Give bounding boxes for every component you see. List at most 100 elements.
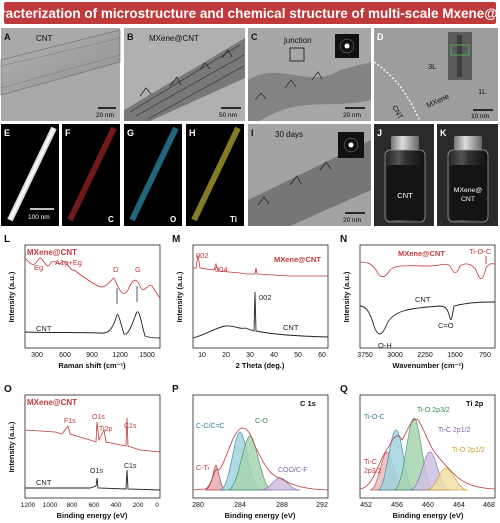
panel-d-interface-line [373,61,421,122]
panel-c-label: junction [283,36,312,45]
panel-o-xticks: 1200 1000 800 600 400 200 0 [21,502,159,509]
panel-o-xtick: 400 [111,502,122,509]
panel-f-eds-map-c: F C [62,124,120,226]
panel-i-tem-image: I 30 days 20 nm [248,124,371,226]
panel-d-hrtem-image: D 3L 1L CNT MXene 10 nm [373,28,498,122]
panel-i-scale: 20 nm [343,217,361,224]
panel-n-series-label-mxene: MXene@CNT [398,249,445,258]
panel-q-xtick: 460 [422,502,434,509]
panel-n-letter: N [340,234,347,245]
panel-c-roi-box [289,47,305,62]
panel-l-series-cnt [24,311,161,339]
panel-o-xtick: 1200 [21,502,36,509]
panel-l-xtick: 1200 [112,352,128,359]
panel-m-series-label-mxene: MXene@CNT [274,255,321,264]
panel-d-letter: D [377,32,384,42]
panel-o-series-cnt [25,469,161,491]
panel-m-xtick: 40 [270,352,278,359]
panel-q-component-tio-12 [425,467,469,491]
panel-o-peak-c1s-cnt: C1s [124,463,137,470]
panel-m-series-label-cnt: CNT [283,323,299,332]
panel-n-peak-oh: O-H [378,341,392,350]
panel-h-eds-map-ti: H Ti [186,124,244,226]
panel-l-letter: L [4,234,10,245]
panel-l-peak-eg: Eg [34,263,43,272]
panel-n-xtick: 2250 [417,352,433,359]
panel-q-xtick: 456 [391,502,403,509]
panel-m-axes [192,244,329,349]
panel-p-label-cti: C-Ti [196,465,209,472]
panel-l-xlabel: Raman shift (cm⁻¹) [58,361,126,370]
panel-a-tem-image: A CNT 20 nm [0,28,121,121]
panel-q-label-tic-32: 2p3/2 [364,468,382,475]
panel-p-component-co [227,435,273,491]
panel-k-vial-label-2: CNT [461,196,475,203]
panel-b-letter: B [127,32,134,42]
panel-j-vial-photo: J CNT [374,124,434,226]
panel-q-envelope [359,418,496,490]
panel-l-raman-chart: L MXene@CNT Eg A1g+Eg D G CNT Intensity … [4,234,161,370]
panel-m-xtick: 50 [294,352,302,359]
panel-i-label: 30 days [275,130,303,139]
panel-q-xlabel: Binding energy (eV) [393,511,464,520]
panel-p-label-coo: COO/C-F [278,467,308,474]
panel-i-letter: I [251,128,254,138]
panel-b-tem-image: B MXene@CNT 50 nm [124,28,245,121]
panel-p-xps-c1s-chart: P C 1s C-C/C=C C-O C-Ti COO/C-F 280 284 … [172,384,329,520]
panel-c-letter: C [251,32,258,42]
panel-o-peak-c1s: C1s [124,423,137,430]
panel-q-xtick: 464 [453,502,465,509]
panel-q-xticks: 452 456 460 464 468 [360,502,495,509]
panel-o-series-mxene [24,417,161,453]
panel-p-title: C 1s [300,399,316,408]
panel-f-element: C [108,215,114,224]
panel-m-xtick: 20 [222,352,230,359]
panel-m-peak-002-cnt: 002 [259,293,272,302]
panel-l-xtick: 900 [86,352,98,359]
panel-m-peak-004: 004 [215,265,228,274]
panel-o-xtick: 600 [89,502,100,509]
panel-o-peak-ti2p: Ti2p [99,426,112,433]
panel-l-series-mxene [24,257,161,299]
panel-q-title: Ti 2p [466,399,484,408]
panel-l-series-label-cnt: CNT [36,324,52,333]
panel-m-xrd-chart: M 002 004 MXene@CNT 002 CNT Intensity (a… [172,234,329,370]
panel-m-xticks: 10 20 30 40 50 60 [198,352,326,359]
panel-a-letter: A [4,32,11,42]
panel-n-series-mxene [359,261,496,280]
panel-k-vial-label-1: MXene@ [454,187,483,194]
panel-n-ylabel: Intensity (a.u.) [342,271,351,322]
panel-b-scale: 50 nm [219,112,237,119]
panel-p-label-co: C-O [255,418,268,425]
panel-m-series-cnt [192,291,329,339]
panel-l-peak-g: G [135,265,141,274]
panel-l-ylabel: Intensity (a.u.) [7,271,16,322]
panel-l-arrows [116,286,138,304]
panel-o-letter: O [4,384,12,395]
panel-o-ylabel: Intensity (a.u.) [7,421,16,472]
panel-e-scale: 100 nm [28,214,50,221]
figure-title: Characterization of microstructure and c… [0,5,500,21]
panel-l-peak-a1g: A1g+Eg [55,258,82,267]
panel-q-letter: Q [340,384,348,395]
panel-n-xtick: 3000 [387,352,403,359]
panel-m-ylabel: Intensity (a.u.) [175,271,184,322]
panel-p-axes [192,394,329,499]
panel-p-letter: P [172,384,179,395]
panel-k-vial-photo: K MXene@ CNT [437,124,498,226]
panel-n-xtick: 750 [479,352,491,359]
panel-o-series-label-mxene: MXene@CNT [27,398,77,407]
panel-n-series-cnt [359,301,496,335]
panel-p-xtick: 288 [276,502,288,509]
panel-m-xlabel: 2 Theta (deg.) [236,361,285,370]
panel-o-series-label-cnt: CNT [36,478,52,487]
panel-g-letter: G [127,128,134,138]
panel-d-label-3l: 3L [428,62,436,71]
panel-n-series-label-cnt: CNT [415,295,431,304]
panel-o-xtick: 1000 [43,502,58,509]
panel-n-axes [359,244,496,349]
panel-j-letter: J [377,128,382,138]
panel-o-xps-survey-chart: O MXene@CNT F1s O1s Ti2p C1s O1s C1s CNT… [4,384,161,520]
panel-q-label-tic-12: Ti-C 2p1/2 [438,427,471,434]
panel-b-label: MXene@CNT [149,34,199,43]
